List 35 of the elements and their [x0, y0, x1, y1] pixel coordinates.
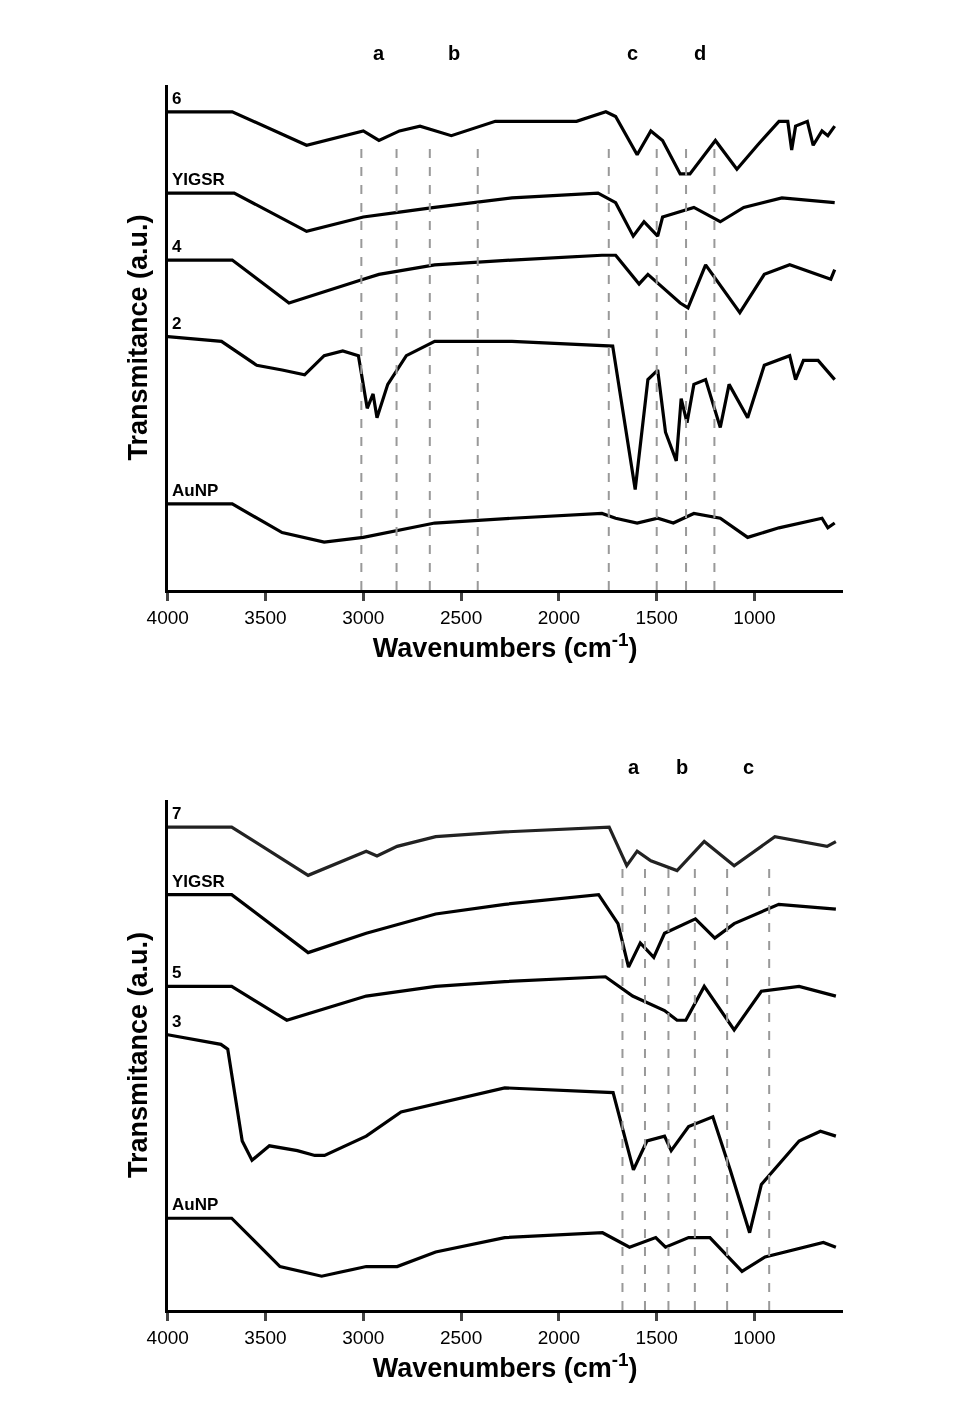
series-label: 7: [172, 804, 182, 823]
x-tick-label: 2500: [439, 1326, 483, 1348]
series-label: 4: [172, 237, 182, 256]
text: a: [373, 42, 385, 64]
text: c: [743, 756, 755, 778]
x-tick-label: 1000: [733, 1326, 776, 1348]
x-tick-label: 1500: [635, 1326, 678, 1348]
x-tick-label: 1000: [733, 606, 776, 628]
x-tick-label: 4000: [146, 1326, 189, 1348]
series-label: 3: [172, 1012, 182, 1031]
text: b: [448, 42, 461, 64]
x-tick-label: 1500: [635, 606, 678, 628]
text: c: [627, 42, 639, 64]
x-tick-label: 2000: [537, 1326, 581, 1348]
x-axis-title: Wavenumbers (cm$^{-1}$): [372, 628, 638, 664]
series-label: AuNP: [172, 1195, 219, 1214]
x-tick-label: 2500: [439, 606, 483, 628]
text: d: [694, 42, 707, 64]
series-label: 5: [172, 963, 182, 982]
x-axis-title: Wavenumbers (cm$^{-1}$): [372, 1348, 638, 1384]
series-label: AuNP: [172, 481, 219, 500]
text: b: [676, 756, 689, 778]
series-label: 2: [172, 314, 182, 333]
x-tick-label: 2000: [537, 606, 581, 628]
y-axis-title: Transmitance (a.u.): [122, 931, 153, 1179]
series-label: 6: [172, 89, 182, 108]
y-axis-title: Transmitance (a.u.): [122, 214, 153, 461]
series-label: YIGSR: [172, 872, 225, 891]
x-tick-label: 4000: [146, 606, 189, 628]
x-tick-label: 3500: [244, 1326, 287, 1348]
text: a: [628, 756, 640, 778]
x-tick-label: 3000: [342, 606, 385, 628]
x-tick-label: 3000: [342, 1326, 385, 1348]
x-tick-label: 3500: [244, 606, 287, 628]
series-label: YIGSR: [172, 170, 225, 189]
